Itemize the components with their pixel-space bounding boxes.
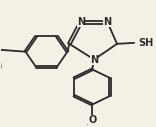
Text: SH: SH: [138, 38, 153, 48]
Text: N: N: [77, 17, 85, 27]
Text: O: O: [88, 115, 96, 125]
Text: N: N: [90, 54, 98, 65]
Text: N: N: [103, 17, 112, 27]
